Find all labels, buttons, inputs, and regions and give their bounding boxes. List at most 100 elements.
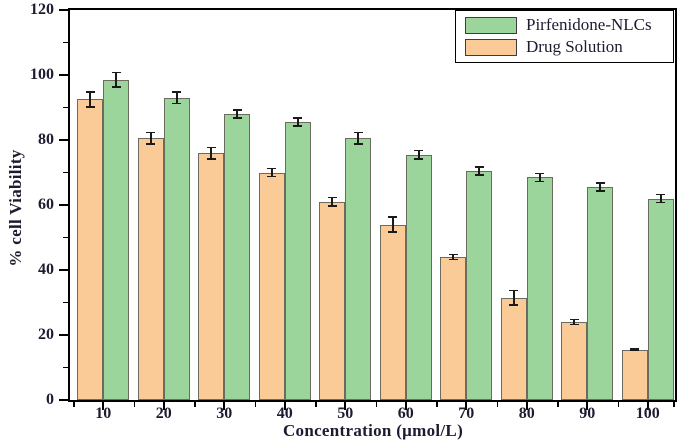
error-bar-line <box>236 109 239 119</box>
x-major-tick <box>646 402 649 410</box>
x-major-tick <box>404 402 407 410</box>
x-minor-tick <box>557 402 559 407</box>
error-bar <box>656 193 666 204</box>
x-major-tick <box>162 402 165 410</box>
error-bar-cap-top <box>232 109 242 111</box>
x-axis-title: Concentration (μmol/L) <box>282 421 464 440</box>
x-minor-tick <box>617 402 620 407</box>
error-bar-cap-top <box>474 166 484 168</box>
error-bar-line <box>296 117 299 127</box>
error-bar <box>111 71 121 88</box>
error-bar-cap-top <box>293 117 303 119</box>
y-major-tick <box>59 9 68 11</box>
error-bar <box>327 196 337 207</box>
x-major-tick <box>223 402 226 410</box>
x-major-tick <box>586 402 589 410</box>
error-bar <box>172 91 182 105</box>
y-tick-label: 20 <box>38 326 54 343</box>
error-bar-cap-top <box>509 289 519 292</box>
y-tick-label: 120 <box>30 1 54 18</box>
bar-drug-solution-70 <box>440 257 467 400</box>
x-major-tick <box>525 402 528 410</box>
error-bar-line <box>573 318 576 326</box>
error-bar <box>232 109 242 119</box>
y-minor-tick <box>63 41 68 44</box>
error-bar-line <box>391 216 394 233</box>
x-major-tick <box>283 402 286 410</box>
x-minor-tick <box>375 402 378 407</box>
error-bar-cap-bottom <box>448 258 458 261</box>
x-minor-tick <box>315 402 317 407</box>
error-bar-line <box>357 131 360 145</box>
x-major-tick <box>102 402 105 410</box>
y-major-tick <box>59 139 68 141</box>
bar-drug-solution-10 <box>77 99 104 400</box>
error-bar-cap-top <box>535 172 545 175</box>
x-major-tick <box>465 402 468 410</box>
bar-pirfenidone-nlcs-80 <box>526 177 553 400</box>
error-bar-cap-bottom <box>111 86 121 88</box>
x-minor-tick <box>194 402 196 407</box>
error-bar-cap-top <box>267 167 277 170</box>
error-bar-line <box>659 193 662 204</box>
legend-label-drug: Drug Solution <box>526 37 623 56</box>
error-bar-cap-top <box>448 253 458 256</box>
error-bar-line <box>210 146 213 160</box>
legend-label-nlc: Pirfenidone-NLCs <box>526 15 652 34</box>
x-tick-label: 80 <box>518 405 535 422</box>
bar-drug-solution-20 <box>137 138 164 400</box>
error-bar-cap-top <box>630 348 640 350</box>
error-bar-cap-bottom <box>595 190 605 192</box>
y-minor-tick <box>63 106 68 109</box>
error-bar-cap-bottom <box>388 231 398 233</box>
error-bar-cap-top <box>172 91 182 93</box>
y-minor-tick <box>63 301 68 304</box>
bar-drug-solution-90 <box>561 322 588 400</box>
plot-area: Pirfenidone-NLCs Drug Solution <box>59 8 677 410</box>
y-major-tick <box>59 334 68 336</box>
error-bar-cap-top <box>595 182 605 184</box>
x-tick-label: 30 <box>216 405 233 422</box>
y-tick-label: 0 <box>46 391 54 408</box>
y-tick-label: 100 <box>30 66 54 83</box>
error-bar-line <box>512 289 515 306</box>
error-bar-cap-top <box>111 71 121 74</box>
x-minor-tick <box>673 402 675 407</box>
x-tick-label: 10 <box>95 405 112 422</box>
x-tick-label: 100 <box>635 405 660 422</box>
error-bar <box>569 318 579 326</box>
error-bar <box>293 117 303 127</box>
error-bar <box>630 348 640 351</box>
x-tick-label: 20 <box>155 405 172 422</box>
error-bar-line <box>89 91 92 108</box>
error-bar-cap-bottom <box>353 143 363 145</box>
y-minor-tick <box>63 236 68 239</box>
error-bar-cap-top <box>327 196 337 199</box>
error-bar-cap-bottom <box>85 105 95 108</box>
x-tick-label: 50 <box>337 405 354 422</box>
error-bar <box>414 149 424 160</box>
error-bar <box>388 216 398 233</box>
x-tick-label: 60 <box>397 405 414 422</box>
error-bar-cap-bottom <box>172 102 182 105</box>
bar-drug-solution-50 <box>319 201 346 400</box>
error-bar-cap-bottom <box>535 180 545 183</box>
error-bar <box>267 167 277 178</box>
bar-pirfenidone-nlcs-30 <box>224 114 251 400</box>
error-bar-cap-bottom <box>293 125 303 127</box>
error-bar-cap-bottom <box>569 323 579 326</box>
error-bar-cap-bottom <box>327 205 337 207</box>
bar-pirfenidone-nlcs-50 <box>345 138 372 400</box>
error-bar <box>85 91 95 108</box>
y-major-tick <box>59 399 68 401</box>
bar-pirfenidone-nlcs-70 <box>466 170 493 400</box>
legend-entry-drug: Drug Solution <box>465 36 667 58</box>
error-bar <box>206 146 216 160</box>
x-tick-label: 40 <box>276 405 293 422</box>
legend-swatch-orange <box>465 38 517 56</box>
error-bar-line <box>538 172 541 183</box>
error-bar-cap-top <box>388 216 398 218</box>
bar-drug-solution-60 <box>379 224 406 400</box>
error-bar-cap-bottom <box>630 349 640 351</box>
